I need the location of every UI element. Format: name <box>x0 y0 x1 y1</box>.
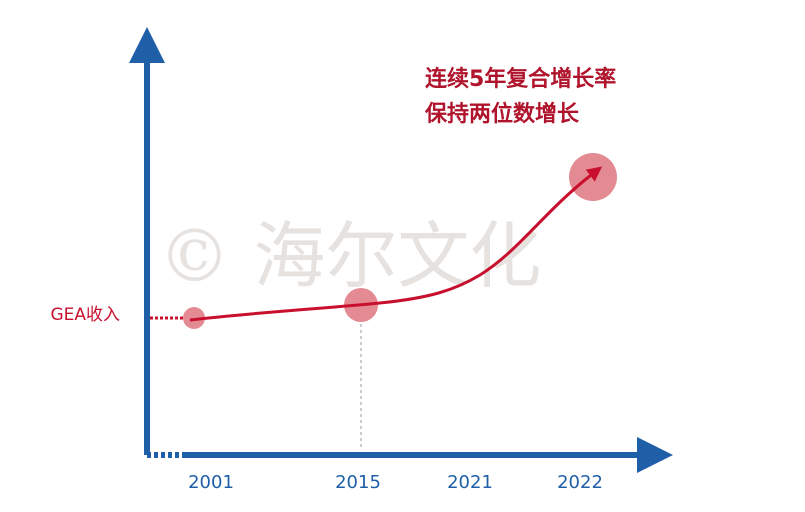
point <box>183 307 205 329</box>
growth-curve <box>189 166 603 322</box>
point <box>569 153 617 201</box>
x-label: 2022 <box>557 472 603 493</box>
annotation-line: 连续5年复合增长率 <box>425 66 616 92</box>
watermark: © 海尔文化 <box>159 214 542 298</box>
x-label: 2021 <box>447 472 493 493</box>
x-label: 2015 <box>335 472 381 493</box>
y-axis-label: GEA收入 <box>50 305 120 325</box>
annotation-line: 保持两位数增长 <box>424 101 580 127</box>
x-label: 2001 <box>188 472 234 493</box>
